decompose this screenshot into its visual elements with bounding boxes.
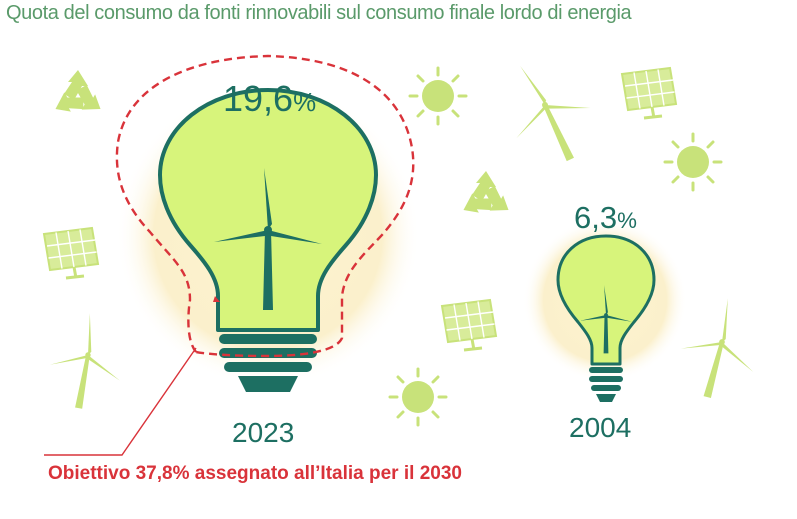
year-2023-label: 2023 bbox=[232, 417, 295, 448]
solar-panel-icon bbox=[620, 66, 678, 120]
share-2004-value: 6,3% bbox=[574, 200, 637, 235]
sun-icon bbox=[663, 132, 723, 192]
target-2030-outline bbox=[115, 54, 415, 358]
year-2004-label: 2004 bbox=[569, 412, 632, 443]
bulb-2023 bbox=[158, 88, 378, 392]
target-2030-label: Obiettivo 37,8% assegnato all’Italia per… bbox=[48, 463, 462, 484]
solar-panel-icon bbox=[440, 298, 498, 352]
recycle-icon bbox=[458, 171, 516, 223]
percent-sign: % bbox=[617, 208, 637, 233]
sun-icon bbox=[388, 367, 448, 427]
target-marker bbox=[213, 296, 220, 302]
sun-icon bbox=[408, 66, 468, 126]
wind-turbine-icon bbox=[489, 46, 607, 177]
bulb-2004 bbox=[556, 234, 656, 402]
percent-sign: % bbox=[293, 89, 317, 117]
page-title: Quota del consumo da fonti rinnovabili s… bbox=[6, 2, 632, 24]
recycle-icon bbox=[50, 70, 108, 122]
share-2023-value: 19,6% bbox=[223, 78, 317, 119]
target-leader-line bbox=[44, 347, 197, 456]
wind-turbine-icon bbox=[43, 307, 131, 415]
solar-panel-icon bbox=[42, 226, 100, 280]
